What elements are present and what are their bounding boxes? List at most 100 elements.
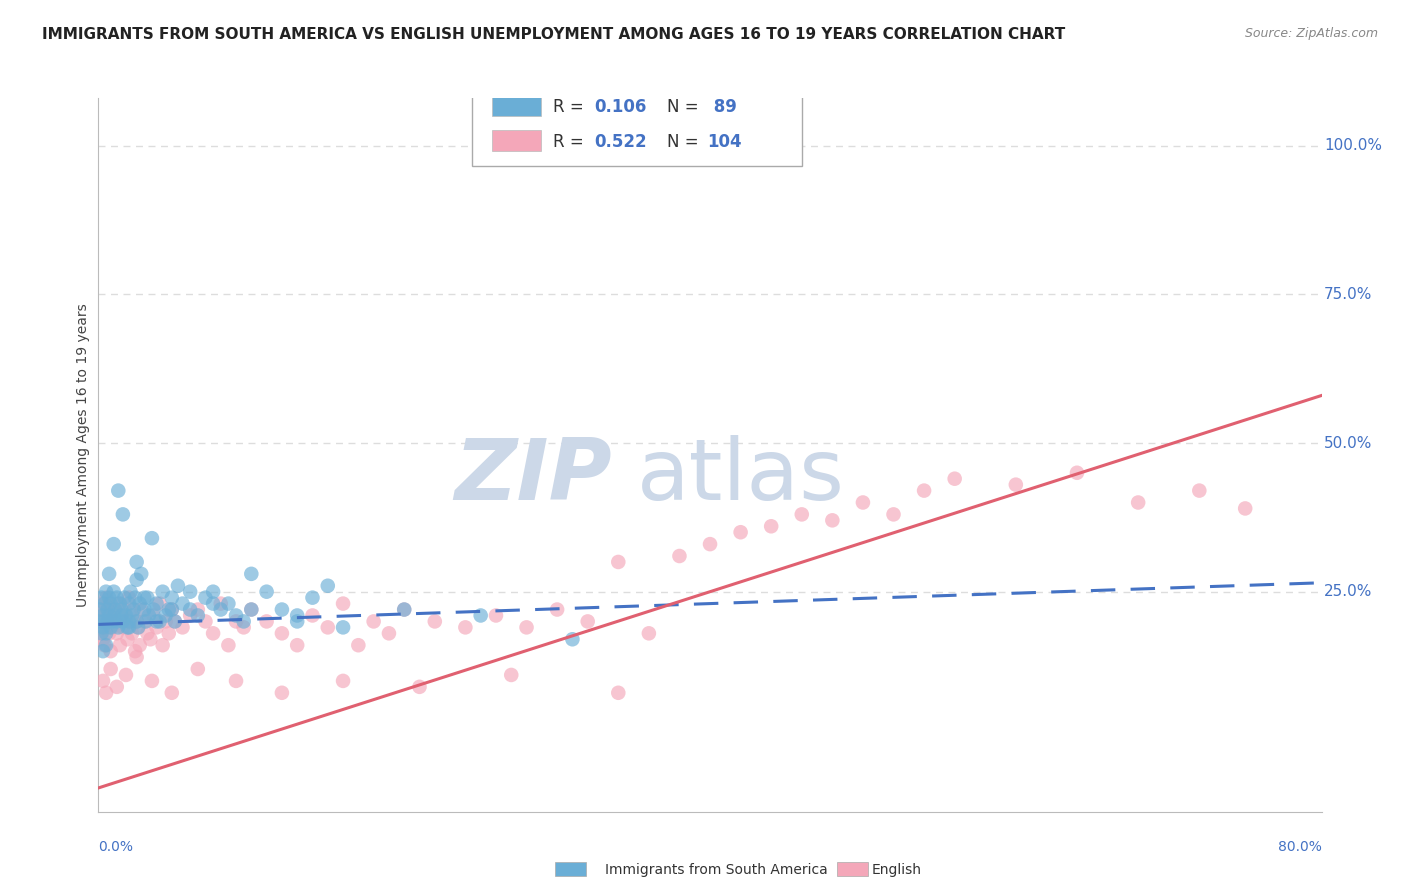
Point (136, 591, 159, 605)
Point (187, 608, 209, 623)
Point (94, 638, 117, 652)
Point (125, 555, 148, 569)
Y-axis label: Unemployment Among Ages 16 to 19 years: Unemployment Among Ages 16 to 19 years (76, 303, 90, 607)
Point (118, 615, 141, 629)
Point (107, 620, 129, 634)
Text: 50.0%: 50.0% (1324, 435, 1372, 450)
Point (107, 597, 129, 611)
Point (232, 620, 254, 634)
Point (1004, 477, 1026, 491)
FancyBboxPatch shape (837, 862, 868, 876)
Point (285, 638, 308, 652)
Point (316, 579, 339, 593)
Point (129, 602, 152, 616)
Point (111, 620, 134, 634)
Point (392, 602, 416, 616)
Point (134, 591, 156, 605)
Point (122, 602, 145, 616)
Point (912, 483, 935, 498)
Point (141, 531, 163, 545)
Text: 25.0%: 25.0% (1324, 584, 1372, 599)
Point (637, 626, 661, 640)
Point (730, 525, 752, 540)
Text: N =: N = (668, 133, 704, 151)
Text: R =: R = (554, 133, 589, 151)
Point (98, 591, 121, 605)
Point (160, 602, 183, 616)
Point (94, 626, 117, 640)
Point (100, 662, 122, 676)
Point (91, 673, 114, 688)
Point (179, 608, 201, 623)
Point (316, 620, 339, 634)
Point (145, 620, 167, 634)
Point (187, 602, 209, 616)
Point (821, 513, 844, 527)
Text: atlas: atlas (637, 434, 845, 518)
Point (240, 602, 263, 616)
Point (145, 597, 167, 611)
Point (285, 608, 308, 623)
Point (127, 620, 149, 634)
Point (120, 584, 142, 599)
Point (107, 483, 129, 498)
Point (202, 584, 225, 599)
Point (256, 584, 278, 599)
Text: 0.0%: 0.0% (98, 840, 134, 855)
Point (112, 602, 135, 616)
Point (217, 638, 239, 652)
Point (232, 615, 254, 629)
Point (202, 597, 225, 611)
Text: 80.0%: 80.0% (1278, 840, 1322, 855)
Point (103, 602, 125, 616)
Point (111, 508, 134, 522)
Point (149, 597, 172, 611)
Point (125, 573, 148, 587)
Point (209, 597, 232, 611)
Point (94, 686, 117, 700)
Point (101, 620, 124, 634)
Point (423, 615, 446, 629)
Point (90, 626, 112, 640)
Point (127, 620, 149, 634)
Text: 0.522: 0.522 (593, 133, 647, 151)
Point (97, 615, 120, 629)
Point (93, 638, 115, 652)
Point (1128, 495, 1150, 509)
Point (139, 632, 162, 647)
Point (270, 602, 292, 616)
Point (110, 608, 132, 623)
Point (225, 615, 247, 629)
Point (790, 508, 813, 522)
Point (240, 602, 263, 616)
Point (136, 626, 159, 640)
Point (194, 591, 217, 605)
Point (91, 644, 114, 658)
Point (363, 615, 385, 629)
Point (852, 495, 875, 509)
Point (125, 615, 148, 629)
Point (134, 602, 156, 616)
Point (105, 680, 128, 694)
Point (94, 591, 117, 605)
Point (172, 597, 194, 611)
Point (135, 615, 157, 629)
Point (105, 615, 128, 629)
Point (100, 597, 122, 611)
Point (179, 584, 201, 599)
Point (128, 597, 150, 611)
Point (699, 537, 721, 551)
Point (110, 602, 132, 616)
Point (160, 686, 183, 700)
Point (152, 638, 174, 652)
Point (122, 602, 145, 616)
Point (301, 608, 323, 623)
Point (93, 597, 115, 611)
Point (155, 608, 177, 623)
Point (108, 597, 131, 611)
Point (125, 615, 148, 629)
Point (105, 591, 128, 605)
Point (91, 620, 114, 634)
Point (270, 686, 292, 700)
Point (118, 620, 141, 634)
